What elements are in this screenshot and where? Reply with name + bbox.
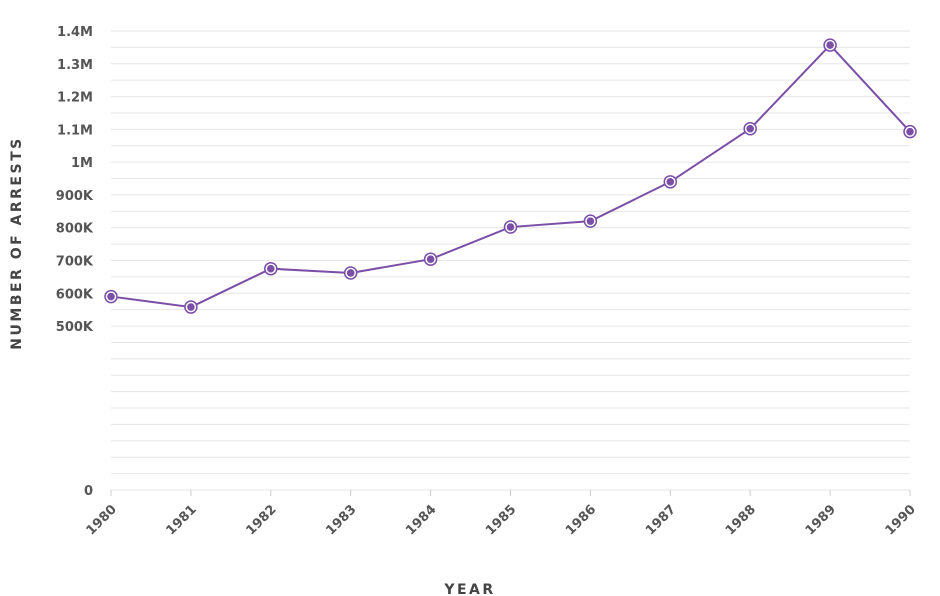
data-point-core [746, 124, 754, 133]
x-tick-label: 1988 [723, 502, 759, 538]
y-tick-label: 700K [56, 255, 94, 270]
series-group [104, 38, 917, 314]
data-point-core [826, 41, 834, 49]
y-tick-label: 1.2M [57, 91, 93, 106]
series-line [110, 43, 911, 309]
x-tick-label: 1990 [883, 502, 919, 538]
x-tick-label: 1982 [243, 502, 279, 538]
x-axis-ticks: 1980 1981 1982 1983 1984 1985 1986 1987 1988 1989… [84, 490, 919, 538]
y-tick-label: 500K [56, 320, 94, 335]
y-tick-label: 1.3M [57, 58, 93, 73]
x-tick-label: 1989 [803, 502, 839, 538]
data-point-core [586, 217, 595, 225]
y-axis-title: NUMBER OF ARRESTS [9, 136, 25, 349]
data-point-core [906, 127, 914, 136]
data-point-core [666, 178, 675, 186]
data-point-core [346, 269, 355, 277]
y-tick-label: 1.1M [57, 123, 93, 138]
x-tick-label: 1986 [563, 502, 599, 538]
data-point-core [187, 303, 195, 311]
y-tick-label: 600K [56, 287, 94, 302]
x-tick-label: 1981 [164, 502, 200, 538]
data-point-core [107, 292, 115, 301]
x-tick-label: 1980 [84, 502, 120, 538]
data-point-core [426, 255, 435, 263]
x-axis-title: YEAR [443, 582, 495, 596]
x-tick-label: 1983 [323, 502, 359, 538]
y-tick-label: 1.4M [57, 25, 93, 40]
x-tick-label: 1985 [483, 502, 519, 538]
y-tick-label: 800K [56, 222, 94, 237]
data-point-core [267, 264, 275, 273]
y-tick-label: 0 [84, 484, 93, 499]
gridlines [111, 30, 910, 491]
x-tick-label: 1987 [643, 502, 679, 538]
y-tick-label: 900K [56, 189, 94, 204]
data-point-core [506, 223, 515, 231]
x-tick-label: 1984 [403, 502, 439, 538]
y-tick-label: 1M [71, 156, 93, 171]
y-axis-ticks: 0 500K 600K 700K 800K 900K 1M 1.1M 1.2M 1.3M 1.4M [56, 25, 94, 499]
